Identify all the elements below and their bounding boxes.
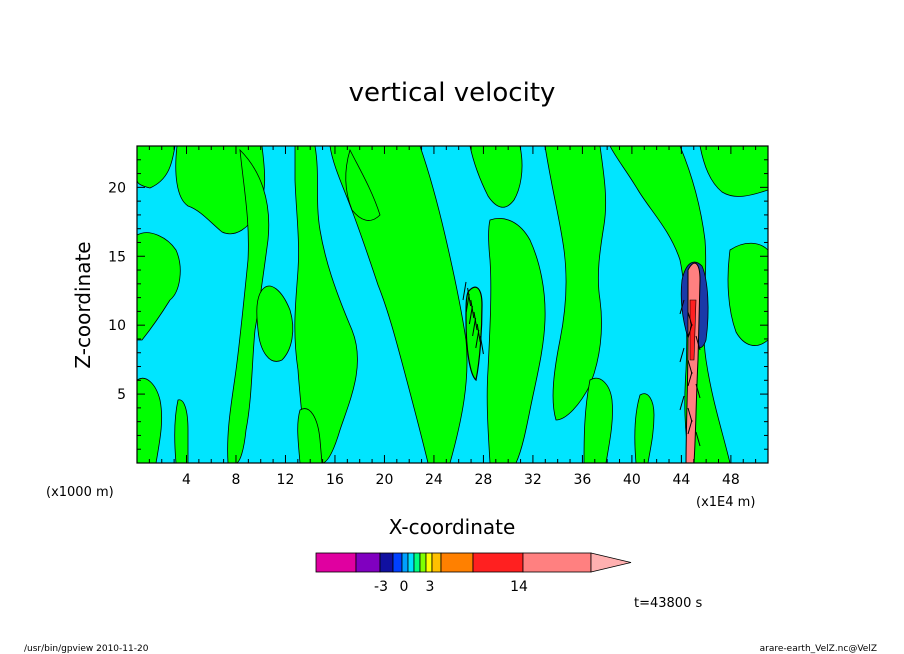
x-tick-label: 24 — [425, 472, 443, 488]
positive-region-14 — [727, 242, 768, 346]
core-west-contour-9 — [475, 329, 480, 349]
core-east-contour-5 — [679, 347, 685, 363]
positive-region-6 — [227, 148, 270, 463]
plot-frame — [136, 145, 769, 464]
y-tick-label: 10 — [108, 318, 126, 334]
colorbar-segment — [431, 552, 442, 573]
x-tick-label: 16 — [326, 472, 344, 488]
core-west-contour-3 — [465, 293, 470, 313]
colorbar-labels: -3 0 3 14 — [374, 579, 528, 595]
positive-region-17 — [174, 399, 189, 463]
x-units-left: (x1000 m) — [46, 485, 114, 500]
x-tick-label: 4 — [182, 472, 191, 488]
core-east-contour-12 — [695, 431, 701, 447]
positive-region-18 — [256, 285, 294, 362]
core-east-contour-3 — [687, 323, 693, 339]
positive-region-15 — [583, 377, 613, 463]
y-tick-label: 5 — [117, 387, 126, 403]
positive-region-4 — [137, 377, 163, 463]
colorbar-segment — [413, 552, 421, 573]
core-west-contour-1 — [462, 281, 467, 301]
positive-region-7 — [329, 146, 468, 463]
y-tick-label: 20 — [108, 180, 126, 196]
core-east-contour-8 — [695, 383, 701, 399]
convective-cores — [462, 261, 709, 463]
colorbar-label: -3 — [374, 579, 388, 595]
positive-region-8 — [345, 148, 381, 221]
colorbar-segment — [355, 552, 381, 573]
core-east-contour-10 — [687, 407, 693, 423]
colorbar-segment — [425, 552, 433, 573]
x-tick-label: 44 — [672, 472, 690, 488]
colorbar-segment — [440, 552, 474, 573]
positive-region-13 — [699, 146, 768, 197]
x-tick-label: 48 — [722, 472, 740, 488]
colorbar-arrow — [590, 552, 632, 573]
y-tick-label: 15 — [108, 249, 126, 265]
footer-left-label: /usr/bin/gpview 2010-11-20 — [24, 644, 149, 654]
x-tick-label: 20 — [376, 472, 394, 488]
colorbar-segment — [379, 552, 394, 573]
positive-region-19 — [297, 408, 323, 463]
colorbar-label: 14 — [510, 579, 528, 595]
positive-region-10 — [486, 218, 546, 463]
x-tick-label: 36 — [573, 472, 591, 488]
core-west-contour-5 — [468, 305, 473, 325]
x-tick-label: 12 — [277, 472, 295, 488]
timestamp-label: t=43800 s — [634, 596, 702, 611]
y-axis: 5 10 15 20 — [108, 159, 768, 450]
x-axis-title: X-coordinate — [389, 515, 516, 539]
x-tick-label: 40 — [623, 472, 641, 488]
x-axis: 4 8 12 16 20 24 28 32 36 40 44 48 — [148, 146, 757, 488]
positive-region-3 — [137, 232, 181, 341]
contour-field — [137, 146, 768, 463]
plot-area — [136, 145, 769, 464]
chart-title: vertical velocity — [349, 78, 556, 108]
colorbar-segment — [315, 552, 357, 573]
colorbar — [315, 552, 632, 573]
footer-right-label: arare-earth_VelZ.nc@VelZ — [760, 644, 877, 654]
colorbar-segment — [419, 552, 427, 573]
colorbar-segment — [401, 552, 409, 573]
colorbar-segment — [407, 552, 415, 573]
colorbar-label: 3 — [426, 579, 435, 595]
core-east-contour-6 — [687, 359, 693, 375]
y-axis-title: Z-coordinate — [71, 241, 95, 368]
positive-region-16 — [634, 393, 655, 463]
core-west-contour-7 — [472, 317, 477, 337]
core-east-contour-7 — [687, 371, 693, 387]
colorbar-segment — [392, 552, 403, 573]
positive-region-9 — [469, 146, 523, 208]
core-east-contour-4 — [695, 335, 701, 351]
colorbar-label: 0 — [400, 579, 409, 595]
x-tick-label: 28 — [475, 472, 493, 488]
core-east-contour-2 — [687, 311, 693, 327]
positive-region-1 — [137, 146, 176, 189]
core-east-peak — [689, 299, 697, 361]
core-east-contour-9 — [679, 395, 685, 411]
core-east-contour-11 — [687, 419, 693, 435]
core-east-contour-1 — [679, 299, 685, 315]
colorbar-segment — [522, 552, 592, 573]
positive-region-11 — [544, 146, 607, 421]
positive-region-5 — [294, 146, 358, 463]
core-west — [465, 286, 483, 382]
core-west-contour-10 — [479, 335, 484, 355]
x-tick-label: 8 — [232, 472, 241, 488]
x-units-right: (x1E4 m) — [696, 495, 755, 510]
x-tick-label: 32 — [524, 472, 542, 488]
colorbar-segment — [472, 552, 524, 573]
